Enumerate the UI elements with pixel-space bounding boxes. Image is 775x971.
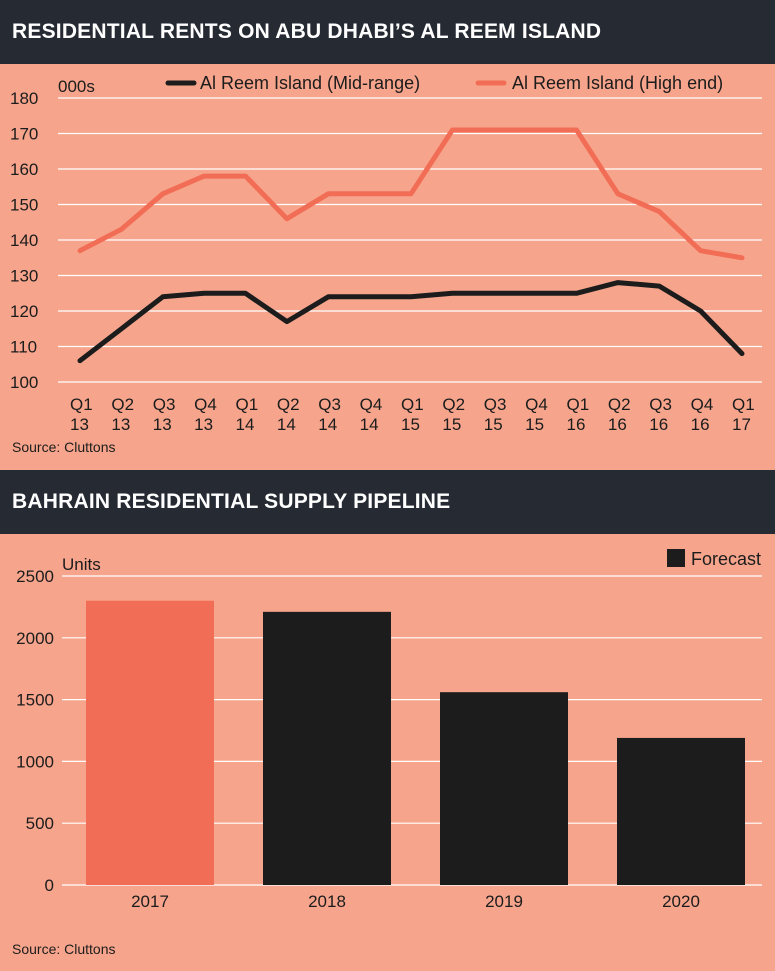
rents-x-tick-year: 17 <box>732 415 751 434</box>
supply-y-unit-label: Units <box>62 555 101 574</box>
rents-x-tick-quarter: Q3 <box>153 395 176 414</box>
rents-y-unit-label: 000s <box>58 77 95 96</box>
rents-x-tick-year: 13 <box>111 415 130 434</box>
supply-x-tick-label: 2017 <box>131 892 169 911</box>
rents-y-tick-label: 100 <box>10 373 38 392</box>
rents-chart-header: RESIDENTIAL RENTS ON ABU DHABI’S AL REEM… <box>0 0 775 64</box>
supply-bar-2020 <box>617 737 745 885</box>
rents-line-chart: 100110120130140150160170180000sQ113Q213Q… <box>10 73 762 434</box>
rents-x-tick-year: 13 <box>153 415 172 434</box>
rents-x-tick-year: 14 <box>277 415 296 434</box>
rents-x-tick-year: 14 <box>318 415 337 434</box>
supply-y-tick-label: 0 <box>45 876 54 895</box>
rents-y-tick-label: 150 <box>10 196 38 215</box>
rents-x-tick-quarter: Q2 <box>442 395 465 414</box>
rents-x-tick-quarter: Q4 <box>194 395 217 414</box>
high-end-series-line <box>77 127 745 261</box>
rents-x-tick-quarter: Q4 <box>525 395 548 414</box>
rents-x-tick-quarter: Q1 <box>567 395 590 414</box>
legend-forecast-label: Forecast <box>691 549 761 569</box>
rents-chart-title: RESIDENTIAL RENTS ON ABU DHABI’S AL REEM… <box>12 20 602 43</box>
rents-x-tick-year: 14 <box>360 415 379 434</box>
rents-x-tick-quarter: Q2 <box>608 395 631 414</box>
rents-x-tick-quarter: Q1 <box>401 395 424 414</box>
supply-bar-2017 <box>86 600 214 885</box>
mid-range-series-line <box>77 280 745 364</box>
rents-x-tick-year: 15 <box>442 415 461 434</box>
rents-x-tick-year: 16 <box>567 415 586 434</box>
rents-x-tick-year: 16 <box>691 415 710 434</box>
rents-x-tick-year: 15 <box>525 415 544 434</box>
legend-mid-range-label: Al Reem Island (Mid-range) <box>200 73 420 93</box>
rents-x-tick-quarter: Q3 <box>484 395 507 414</box>
rents-x-tick-year: 13 <box>70 415 89 434</box>
rents-x-tick-year: 15 <box>401 415 420 434</box>
legend-high-end-label: Al Reem Island (High end) <box>512 73 723 93</box>
rents-x-tick-quarter: Q1 <box>236 395 259 414</box>
rents-x-tick-year: 16 <box>608 415 627 434</box>
rents-x-tick-year: 15 <box>484 415 503 434</box>
rents-y-tick-label: 170 <box>10 125 38 144</box>
rents-y-tick-label: 110 <box>10 338 37 357</box>
supply-x-tick-label: 2018 <box>308 892 346 911</box>
supply-bar-2019 <box>440 692 568 885</box>
rents-x-tick-year: 13 <box>194 415 213 434</box>
supply-y-tick-label: 1500 <box>16 691 54 710</box>
rents-x-tick-quarter: Q2 <box>111 395 134 414</box>
rents-y-tick-label: 130 <box>10 267 38 286</box>
rents-y-tick-label: 180 <box>10 89 38 108</box>
rents-x-tick-year: 16 <box>649 415 668 434</box>
supply-x-tick-label: 2020 <box>662 892 700 911</box>
supply-source-note: Source: Cluttons <box>12 941 116 957</box>
rents-x-tick-quarter: Q2 <box>277 395 300 414</box>
rents-y-tick-label: 120 <box>10 302 38 321</box>
supply-bar-2018 <box>263 611 391 885</box>
supply-bar-chart: 0 500 1000 1500 2000 2500 Units 2017 2018 2019 202… <box>16 549 762 911</box>
rents-x-tick-quarter: Q1 <box>732 395 755 414</box>
rents-y-tick-label: 160 <box>10 160 38 179</box>
supply-y-tick-label: 1000 <box>16 752 54 771</box>
rents-source-note: Source: Cluttons <box>12 439 116 455</box>
rents-x-tick-quarter: Q1 <box>70 395 93 414</box>
rents-x-tick-quarter: Q3 <box>318 395 341 414</box>
rents-x-tick-quarter: Q4 <box>691 395 714 414</box>
supply-y-tick-label: 2000 <box>16 629 54 648</box>
supply-chart-title: BAHRAIN RESIDENTIAL SUPPLY PIPELINE <box>12 490 451 513</box>
rents-y-tick-label: 140 <box>10 231 38 250</box>
legend-forecast-swatch <box>667 549 685 567</box>
rents-x-tick-year: 14 <box>236 415 255 434</box>
supply-x-tick-label: 2019 <box>485 892 523 911</box>
supply-chart-header: BAHRAIN RESIDENTIAL SUPPLY PIPELINE <box>0 470 775 534</box>
supply-y-tick-label: 500 <box>26 814 54 833</box>
rents-x-tick-quarter: Q4 <box>360 395 383 414</box>
rents-x-tick-quarter: Q3 <box>649 395 672 414</box>
supply-y-tick-label: 2500 <box>16 567 54 586</box>
